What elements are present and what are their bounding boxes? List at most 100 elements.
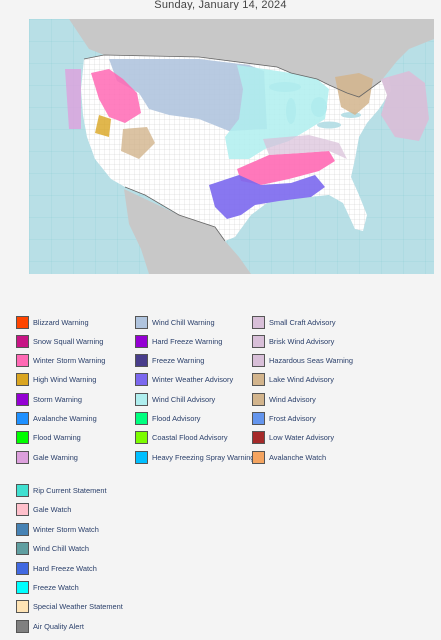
legend-item-low-water-advisory: Low Water Advisory — [252, 431, 334, 444]
legend-item-wind-chill-advisory: Wind Chill Advisory — [135, 393, 215, 406]
legend-label: Avalanche Warning — [33, 414, 97, 423]
legend-item-blizzard-warning: Blizzard Warning — [16, 316, 89, 329]
legend-item-avalanche-watch: Avalanche Watch — [252, 451, 326, 464]
legend-label: Winter Weather Advisory — [152, 375, 234, 384]
legend-label: Wind Chill Watch — [33, 544, 89, 553]
legend-label: Brisk Wind Advisory — [269, 337, 335, 346]
legend-item-air-quality-alert: Air Quality Alert — [16, 620, 84, 633]
weather-map[interactable] — [29, 19, 434, 274]
legend-item-frost-advisory: Frost Advisory — [252, 412, 316, 425]
legend-swatch — [16, 620, 29, 633]
legend-swatch — [16, 484, 29, 497]
legend-item-hard-freeze-warning: Hard Freeze Warning — [135, 335, 222, 348]
legend-swatch — [252, 412, 265, 425]
winter-storm-warning-south — [237, 151, 335, 185]
legend-item-freeze-watch: Freeze Watch — [16, 581, 79, 594]
wind-chill-advisory-area — [225, 65, 329, 159]
legend-swatch — [135, 393, 148, 406]
legend-swatch — [135, 373, 148, 386]
legend-item-winter-weather-advisory: Winter Weather Advisory — [135, 373, 233, 386]
legend-label: Wind Advisory — [269, 395, 316, 404]
legend-label: Wind Chill Warning — [152, 318, 215, 327]
legend-item-wind-advisory: Wind Advisory — [252, 393, 316, 406]
legend-label: Gale Watch — [33, 505, 72, 514]
legend-swatch — [16, 542, 29, 555]
winter-storm-warning-west — [91, 69, 141, 123]
legend-label: Wind Chill Advisory — [152, 395, 216, 404]
page-title: Sunday, January 14, 2024 — [154, 0, 287, 10]
legend-label: Hard Freeze Warning — [152, 337, 223, 346]
wind-chill-warning-area — [109, 59, 267, 131]
legend-label: Small Craft Advisory — [269, 318, 336, 327]
legend-item-freeze-warning: Freeze Warning — [135, 354, 204, 367]
legend-swatch — [252, 354, 265, 367]
legend-item-hazardous-seas-warning: Hazardous Seas Warning — [252, 354, 353, 367]
legend-label: Blizzard Warning — [33, 318, 89, 327]
legend-swatch — [16, 335, 29, 348]
legend-label: Air Quality Alert — [33, 622, 84, 631]
legend-item-storm-warning: Storm Warning — [16, 393, 82, 406]
legend-label: Flood Warning — [33, 433, 81, 442]
legend-item-heavy-freezing-spray-warning: Heavy Freezing Spray Warning — [135, 451, 254, 464]
legend-item-wind-chill-warning: Wind Chill Warning — [135, 316, 215, 329]
legend-item-hard-freeze-watch: Hard Freeze Watch — [16, 562, 97, 575]
legend-label: Avalanche Watch — [269, 453, 327, 462]
legend-swatch — [135, 412, 148, 425]
southern-frost-area — [263, 135, 347, 159]
legend-swatch — [16, 503, 29, 516]
legend-swatch — [16, 316, 29, 329]
mexico-land — [124, 189, 251, 274]
legend-item-winter-storm-warning: Winter Storm Warning — [16, 354, 105, 367]
weather-map-svg — [29, 19, 434, 274]
high-wind-warning-area — [95, 115, 111, 137]
legend-label: Frost Advisory — [269, 414, 316, 423]
legend-swatch — [252, 373, 265, 386]
legend-item-brisk-wind-advisory: Brisk Wind Advisory — [252, 335, 334, 348]
legend-swatch — [135, 335, 148, 348]
legend-label: Winter Storm Warning — [33, 356, 106, 365]
legend-swatch — [135, 354, 148, 367]
legend-label: Flood Advisory — [152, 414, 201, 423]
legend-item-special-weather-statement: Special Weather Statement — [16, 600, 123, 613]
legend-item-flood-warning: Flood Warning — [16, 431, 81, 444]
gale-warning-area — [65, 69, 81, 129]
legend-swatch — [252, 335, 265, 348]
legend-label: Heavy Freezing Spray Warning — [152, 453, 255, 462]
winter-weather-advisory-area — [209, 175, 325, 219]
legend-label: High Wind Warning — [33, 375, 97, 384]
legend-swatch — [16, 354, 29, 367]
legend-label: Low Water Advisory — [269, 433, 335, 442]
legend-item-rip-current-statement: Rip Current Statement — [16, 484, 107, 497]
legend-swatch — [16, 393, 29, 406]
legend-label: Storm Warning — [33, 395, 83, 404]
legend-item-wind-chill-watch: Wind Chill Watch — [16, 542, 89, 555]
legend-swatch — [135, 451, 148, 464]
legend-label: Hard Freeze Watch — [33, 564, 97, 573]
legend-label: Snow Squall Warning — [33, 337, 104, 346]
legend-swatch — [16, 431, 29, 444]
legend-swatch — [252, 316, 265, 329]
legend-label: Special Weather Statement — [33, 602, 123, 611]
legend-swatch — [16, 600, 29, 613]
legend-item-high-wind-warning: High Wind Warning — [16, 373, 96, 386]
legend-label: Freeze Warning — [152, 356, 205, 365]
legend-label: Winter Storm Watch — [33, 525, 99, 534]
legend-item-lake-wind-advisory: Lake Wind Advisory — [252, 373, 334, 386]
legend-swatch — [252, 431, 265, 444]
legend-item-snow-squall-warning: Snow Squall Warning — [16, 335, 103, 348]
legend-swatch — [16, 373, 29, 386]
legend-swatch — [16, 523, 29, 536]
legend-item-gale-watch: Gale Watch — [16, 503, 71, 516]
legend-item-flood-advisory: Flood Advisory — [135, 412, 200, 425]
legend-label: Freeze Watch — [33, 583, 79, 592]
legend-swatch — [135, 431, 148, 444]
legend-swatch — [252, 393, 265, 406]
legend-item-avalanche-warning: Avalanche Warning — [16, 412, 97, 425]
legend-item-gale-warning: Gale Warning — [16, 451, 78, 464]
legend-swatch — [16, 412, 29, 425]
legend-item-small-craft-advisory: Small Craft Advisory — [252, 316, 336, 329]
legend-swatch — [252, 451, 265, 464]
hazardous-seas-area — [381, 71, 429, 141]
wind-advisory-area — [121, 127, 155, 159]
